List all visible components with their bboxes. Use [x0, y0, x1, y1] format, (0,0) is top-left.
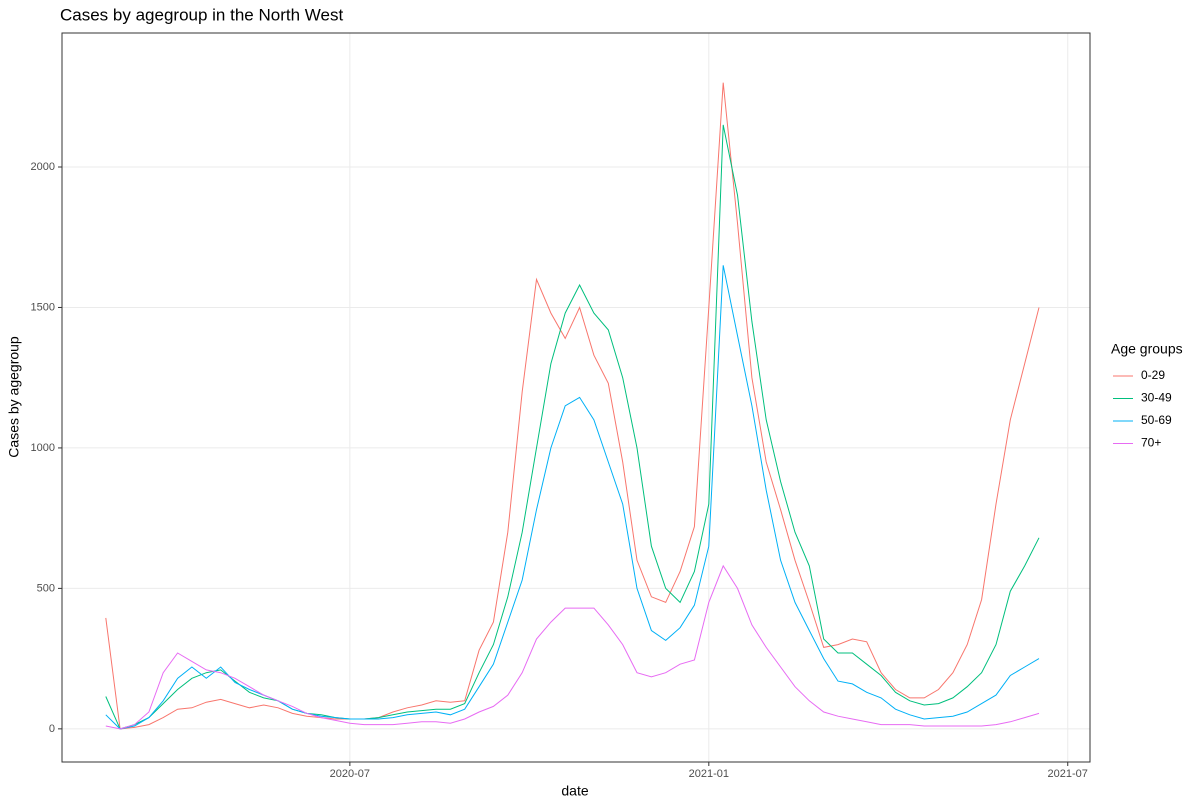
- series-line: [105, 265, 1040, 730]
- y-axis-label: Cases by agegroup: [6, 336, 22, 458]
- x-tick-label: 2020-07: [330, 768, 370, 780]
- x-tick-label: 2021-01: [689, 768, 729, 780]
- y-tick-label: 2000: [31, 161, 55, 173]
- series-line: [105, 82, 1040, 730]
- x-tick-label: 2021-07: [1048, 768, 1088, 780]
- legend-title: Age groups: [1111, 341, 1183, 357]
- chart-title: Cases by agegroup in the North West: [60, 5, 343, 24]
- y-tick-label: 1500: [31, 301, 55, 313]
- y-tick-label: 500: [37, 582, 55, 594]
- legend-label: 70+: [1141, 436, 1161, 450]
- y-tick-label: 0: [49, 723, 55, 735]
- plot-border: [61, 32, 1091, 763]
- x-axis-label: date: [561, 783, 588, 799]
- legend-label: 0-29: [1141, 368, 1165, 382]
- legend-label: 50-69: [1141, 413, 1172, 427]
- y-tick-label: 1000: [31, 442, 55, 454]
- series-line: [105, 124, 1040, 730]
- series-line: [105, 564, 1040, 730]
- legend-label: 30-49: [1141, 391, 1172, 405]
